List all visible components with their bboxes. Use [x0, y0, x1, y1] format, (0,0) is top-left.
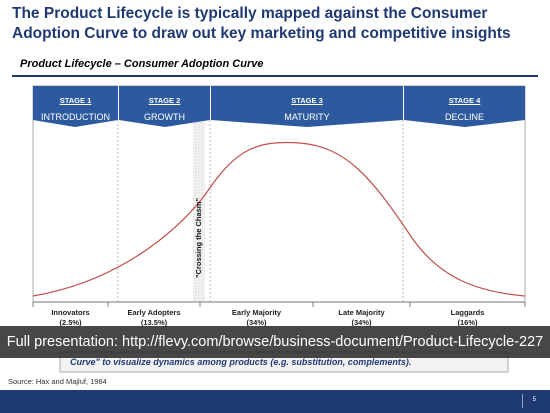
stage-2-label: STAGE 2	[148, 96, 181, 105]
segment-name: Early Adopters	[127, 308, 181, 317]
slide-title: The Product Lifecycle is typically mappe…	[12, 5, 511, 42]
footer-bar	[0, 390, 550, 413]
segment-pct: (34%)	[351, 318, 372, 327]
caption-text: Curve" to visualize dynamics among produ…	[70, 357, 412, 367]
segment-ticks	[32, 302, 526, 307]
stage-4-header	[404, 86, 525, 127]
presentation-link-overlay[interactable]: Full presentation: http://flevy.com/brow…	[0, 326, 550, 358]
segment-pct: (16%)	[457, 318, 478, 327]
source-note: Source: Hax and Majluf, 1984	[8, 377, 107, 386]
stage-1-header	[33, 86, 118, 127]
title-rule	[12, 75, 538, 77]
chasm-band	[193, 120, 205, 302]
page-number: 5	[532, 397, 536, 403]
footer-divider	[522, 394, 523, 408]
segment-early-majority: Early Majority (34%)	[200, 308, 313, 328]
chasm-label: "Crossing the Chasm"	[194, 197, 203, 279]
stage-1: STAGE 1 INTRODUCTION	[33, 86, 118, 122]
segment-pct: (34%)	[246, 318, 267, 327]
segment-laggards: Laggards (16%)	[410, 308, 525, 328]
segment-name: Early Majority	[231, 308, 282, 317]
stage-2-name: GROWTH	[144, 112, 185, 122]
adoption-curve	[32, 141, 526, 297]
segment-name: Laggards	[450, 308, 485, 317]
diagram-subtitle: Product Lifecycle – Consumer Adoption Cu…	[20, 58, 264, 70]
stage-3-header	[211, 86, 403, 127]
stage-3: STAGE 3 MATURITY	[211, 86, 403, 122]
segment-name: Late Majority	[338, 308, 385, 317]
stage-4-label: STAGE 4	[448, 96, 481, 105]
stage-3-label: STAGE 3	[291, 96, 323, 105]
stage-1-name: INTRODUCTION	[41, 112, 110, 122]
stage-3-name: MATURITY	[284, 112, 330, 122]
segment-name: Innovators	[51, 308, 90, 317]
segment-pct: (13.5%)	[140, 318, 168, 327]
stage-2: STAGE 2 GROWTH	[119, 86, 210, 122]
segment-innovators: Innovators (2.5%)	[33, 308, 108, 328]
segment-early-adopters: Early Adopters (13.5%)	[108, 308, 200, 328]
stage-4-name: DECLINE	[444, 112, 484, 122]
segment-late-majority: Late Majority (34%)	[313, 308, 410, 328]
stage-2-header	[119, 86, 210, 127]
segment-pct: (2.5%)	[59, 318, 82, 327]
stage-4: STAGE 4 DECLINE	[404, 86, 525, 122]
stage-1-label: STAGE 1	[59, 96, 92, 105]
